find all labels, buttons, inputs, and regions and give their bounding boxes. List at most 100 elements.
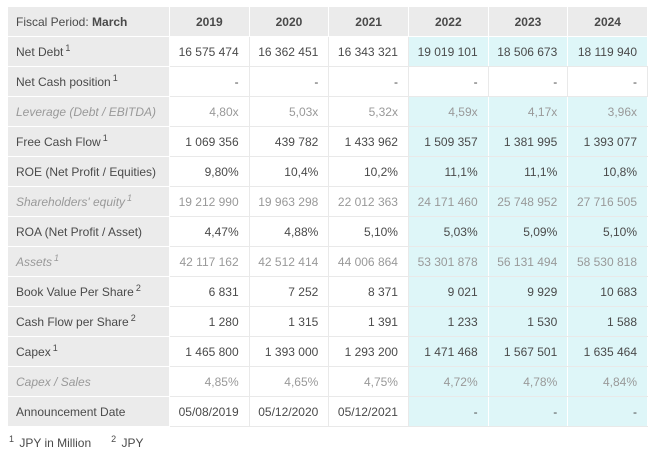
row-label: ROA (Net Profit / Asset)	[7, 216, 170, 247]
value-cell: 439 782	[248, 126, 330, 157]
estimate-value-cell: 1 381 995	[487, 126, 569, 157]
table-row: Capex / Sales 4,85% 4,65% 4,75% 4,72% 4,78% 4,…	[7, 366, 648, 397]
footnote-marker: 1	[112, 72, 118, 83]
value-cell: 9,80%	[169, 156, 250, 187]
estimate-value-cell: 11,1%	[407, 156, 489, 187]
estimate-value-cell: 4,17x	[487, 96, 569, 127]
year-header: 2023	[487, 6, 569, 37]
table-row: Book Value Per Share 2 6 831 7 252 8 371 9 02…	[7, 276, 648, 307]
value-cell: 1 069 356	[169, 126, 250, 157]
estimate-value-cell: 1 588	[567, 306, 648, 337]
table-row: Net Debt 1 16 575 474 16 362 451 16 343 321 1…	[7, 36, 648, 67]
value-cell: 16 362 451	[248, 36, 330, 67]
value-cell: 5,03x	[248, 96, 330, 127]
estimate-value-cell: -	[567, 396, 648, 427]
fiscal-period-value: March	[92, 14, 128, 29]
row-label: Leverage (Debt / EBITDA)	[7, 96, 170, 127]
row-label: ROE (Net Profit / Equities)	[7, 156, 170, 187]
estimate-value-cell: 1 471 468	[407, 336, 489, 367]
estimate-value-cell: 3,96x	[567, 96, 648, 127]
row-label: Capex / Sales	[7, 366, 170, 397]
value-cell: 16 343 321	[328, 36, 409, 67]
table-row: Leverage (Debt / EBITDA) 4,80x 5,03x 5,32x 4…	[7, 96, 648, 127]
row-label: Book Value Per Share 2	[7, 276, 170, 307]
estimate-value-cell: 58 530 818	[567, 246, 648, 277]
value-cell: 1 391	[328, 306, 409, 337]
estimate-value-cell: 4,78%	[487, 366, 569, 397]
row-label: Assets 1	[7, 246, 170, 277]
value-cell: -	[169, 66, 250, 97]
financials-table: Fiscal Period: March 2019 2020 2021 2022 202…	[7, 6, 648, 427]
estimate-value-cell: 9 929	[487, 276, 569, 307]
estimate-value-cell: 25 748 952	[487, 186, 569, 217]
table-header-row: Fiscal Period: March 2019 2020 2021 2022 202…	[7, 6, 648, 37]
row-label: Capex 1	[7, 336, 170, 367]
footnote-marker: 1	[102, 132, 108, 143]
value-cell: -	[487, 66, 569, 97]
estimate-value-cell: 5,03%	[407, 216, 489, 247]
estimate-value-cell: 18 119 940	[567, 36, 648, 67]
estimate-value-cell: 1 530	[487, 306, 569, 337]
estimate-value-cell: 5,10%	[567, 216, 648, 247]
value-cell: 4,47%	[169, 216, 250, 247]
value-cell: 4,85%	[169, 366, 250, 397]
footnote-marker: 1	[52, 342, 58, 353]
value-cell: 05/12/2021	[328, 396, 409, 427]
table-row: Capex 1 1 465 800 1 393 000 1 293 200 1 471 4…	[7, 336, 648, 367]
value-cell: 1 293 200	[328, 336, 409, 367]
footnote: 2 JPY	[111, 434, 144, 451]
value-cell: 5,10%	[328, 216, 409, 247]
footnote-marker: 1	[54, 252, 60, 263]
value-cell: 4,65%	[248, 366, 330, 397]
row-label: Net Cash position 1	[7, 66, 170, 97]
fiscal-period-label: Fiscal Period:	[16, 14, 89, 29]
estimate-value-cell: -	[487, 396, 569, 427]
estimate-value-cell: 1 635 464	[567, 336, 648, 367]
estimate-value-cell: 4,59x	[407, 96, 489, 127]
estimate-value-cell: 53 301 878	[407, 246, 489, 277]
footnote-marker: 2	[111, 434, 117, 444]
year-header: 2020	[248, 6, 330, 37]
footnote-marker: 1	[65, 42, 71, 53]
table-row: Free Cash Flow 1 1 069 356 439 782 1 433 962…	[7, 126, 648, 157]
value-cell: 19 963 298	[248, 186, 330, 217]
year-header: 2021	[328, 6, 409, 37]
value-cell: -	[407, 66, 489, 97]
value-cell: -	[248, 66, 330, 97]
table-row: Cash Flow per Share 2 1 280 1 315 1 391 1 233…	[7, 306, 648, 337]
estimate-value-cell: 1 393 077	[567, 126, 648, 157]
value-cell: 4,88%	[248, 216, 330, 247]
year-header: 2019	[169, 6, 250, 37]
estimate-value-cell: 5,09%	[487, 216, 569, 247]
year-header: 2022	[407, 6, 489, 37]
value-cell: 22 012 363	[328, 186, 409, 217]
row-label: Free Cash Flow 1	[7, 126, 170, 157]
footnote-marker: 2	[135, 282, 141, 293]
estimate-value-cell: 10 683	[567, 276, 648, 307]
year-header: 2024	[567, 6, 648, 37]
footnote: 1 JPY in Million	[9, 434, 92, 451]
row-label: Announcement Date	[7, 396, 170, 427]
footnote-marker: 2	[130, 312, 136, 323]
value-cell: 1 393 000	[248, 336, 330, 367]
estimate-value-cell: 9 021	[407, 276, 489, 307]
value-cell: 10,2%	[328, 156, 409, 187]
estimate-value-cell: 4,84%	[567, 366, 648, 397]
estimate-value-cell: 1 509 357	[407, 126, 489, 157]
value-cell: -	[567, 66, 648, 97]
value-cell: 5,32x	[328, 96, 409, 127]
financials-page: Fiscal Period: March 2019 2020 2021 2022 202…	[7, 6, 649, 451]
financials-table-body: Net Debt 1 16 575 474 16 362 451 16 343 321 1…	[7, 36, 648, 427]
value-cell: 42 117 162	[169, 246, 250, 277]
footnotes: 1 JPY in Million 2 JPY	[7, 434, 649, 451]
row-label: Net Debt 1	[7, 36, 170, 67]
estimate-value-cell: 10,8%	[567, 156, 648, 187]
estimate-value-cell: 4,72%	[407, 366, 489, 397]
value-cell: 1 280	[169, 306, 250, 337]
value-cell: 16 575 474	[169, 36, 250, 67]
fiscal-period-header: Fiscal Period: March	[7, 6, 170, 37]
row-label: Cash Flow per Share 2	[7, 306, 170, 337]
value-cell: 42 512 414	[248, 246, 330, 277]
value-cell: 1 315	[248, 306, 330, 337]
value-cell: 8 371	[328, 276, 409, 307]
